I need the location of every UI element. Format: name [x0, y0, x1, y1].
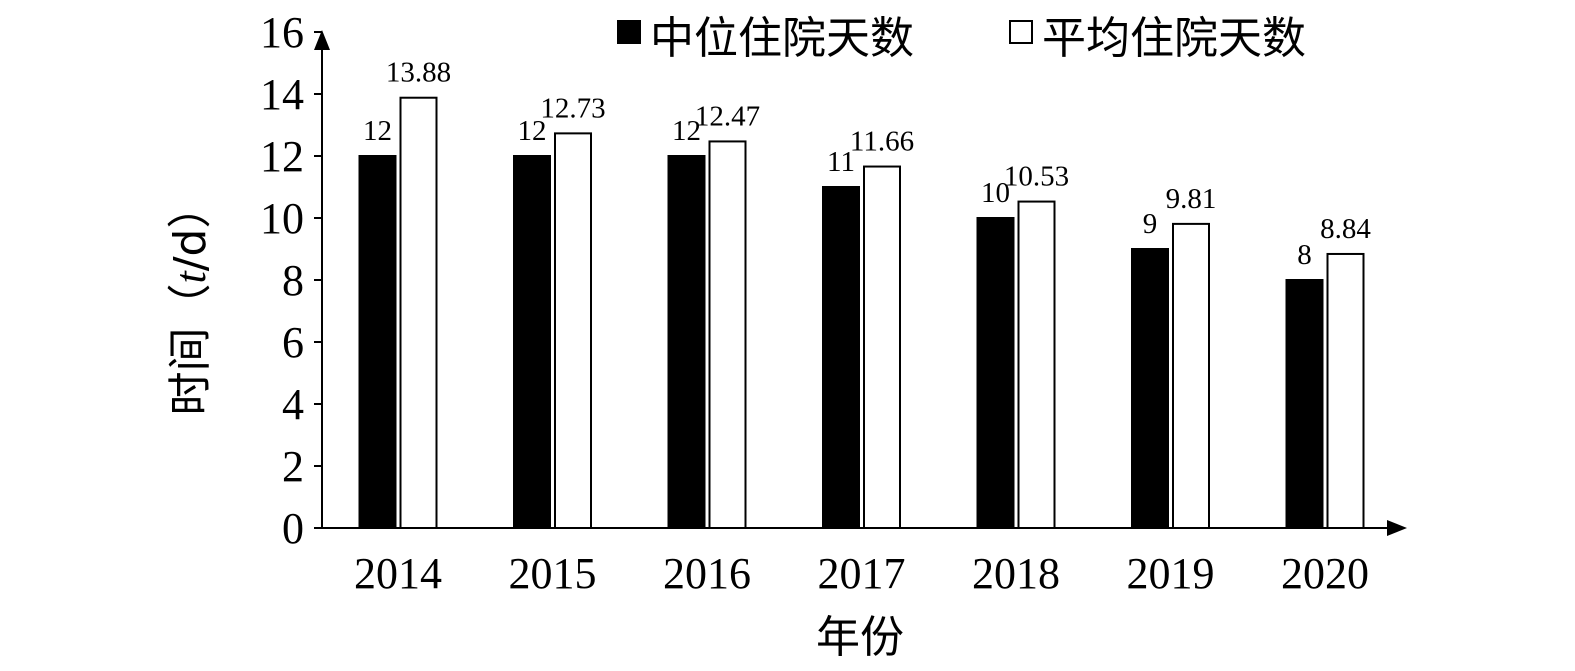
y-tick-label: 4 [282, 380, 304, 429]
data-label-mean: 11.66 [850, 126, 914, 158]
x-tick-label: 2014 [354, 549, 442, 598]
data-label-median: 8 [1297, 239, 1312, 271]
data-label-mean: 12.73 [540, 92, 605, 124]
data-label-mean: 10.53 [1004, 161, 1069, 193]
y-axis-arrow-icon [314, 30, 330, 50]
svg-text:时间（t/d）: 时间（t/d） [165, 185, 216, 416]
data-label-median: 11 [827, 146, 855, 178]
bar-mean [1172, 222, 1210, 529]
data-label-mean: 9.81 [1166, 183, 1217, 215]
y-tick-label: 16 [260, 8, 304, 57]
legend-label-median: 中位住院天数 [650, 13, 914, 64]
y-axis-title: 时间（t/d） [165, 185, 216, 416]
bar-median [667, 155, 706, 529]
bar-mean [1326, 252, 1365, 530]
y-tick-label: 8 [282, 256, 304, 305]
legend-swatch-median [617, 20, 641, 44]
x-tick-label: 2020 [1281, 549, 1369, 598]
x-axis-arrow-icon [1387, 520, 1407, 536]
bar-mean [863, 165, 901, 529]
data-label-median: 12 [518, 115, 547, 147]
y-axis-title-main: 时间（ [165, 284, 216, 416]
bar-median [1285, 279, 1324, 529]
bar-median [513, 155, 551, 529]
x-tick-label: 2019 [1127, 549, 1215, 598]
x-tick-label: 2016 [663, 549, 751, 598]
y-tick-label: 6 [282, 318, 304, 367]
legend-label-mean: 平均住院天数 [1042, 13, 1306, 64]
data-label-median: 9 [1143, 208, 1158, 240]
bar-median [822, 186, 860, 529]
y-axis-title-variable: t [166, 270, 215, 284]
x-tick-label: 2015 [509, 549, 597, 598]
x-tick-label: 2017 [818, 549, 906, 598]
bar-mean [708, 140, 747, 529]
data-label-median: 12 [672, 115, 701, 147]
legend-swatch-mean [1009, 20, 1033, 44]
x-axis-title: 年份 [816, 612, 904, 663]
legend: 中位住院天数 平均住院天数 [617, 13, 1306, 64]
bar-mean [554, 132, 592, 529]
y-tick-label: 14 [260, 70, 304, 119]
y-tick-label: 10 [260, 194, 304, 243]
bar-mean [1017, 200, 1056, 529]
y-axis-title-suffix: /d） [165, 185, 216, 272]
data-label-median: 12 [363, 115, 392, 147]
bar-median [976, 217, 1015, 529]
data-label-median: 10 [981, 177, 1010, 209]
bar-mean [399, 96, 438, 529]
bar-median [1131, 248, 1169, 529]
data-label-mean: 12.47 [695, 100, 760, 132]
x-tick-label: 2018 [972, 549, 1060, 598]
data-label-mean: 13.88 [386, 57, 451, 89]
y-tick-label: 12 [260, 132, 304, 181]
plot-area: 02468101214161213.8820141212.7320151212.… [260, 8, 1407, 598]
y-tick-label: 2 [282, 442, 304, 491]
y-tick-label: 0 [282, 504, 304, 553]
bar-median [358, 155, 397, 529]
data-label-mean: 8.84 [1320, 213, 1371, 245]
